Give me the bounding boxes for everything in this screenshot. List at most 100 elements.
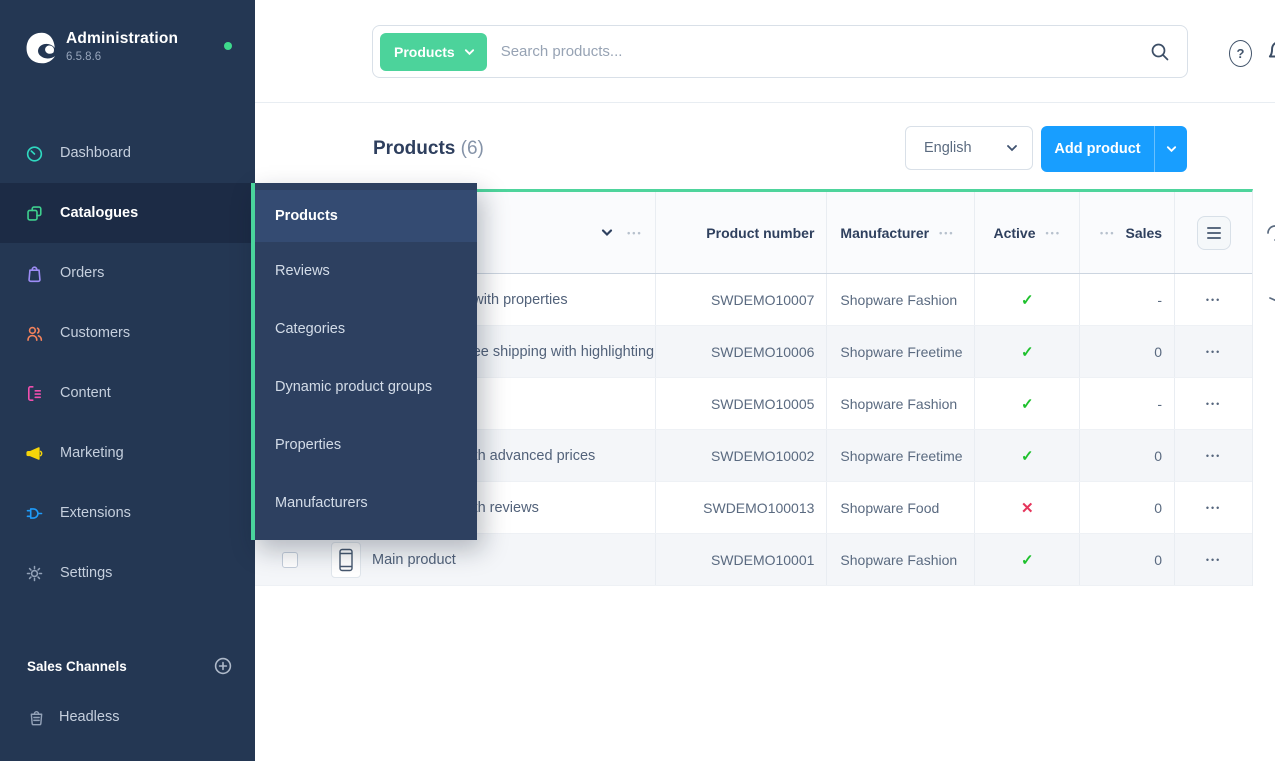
sales-cell: 0	[1079, 482, 1174, 533]
sidebar-item-label: Content	[60, 385, 111, 401]
sidebar-item-label: Customers	[60, 325, 131, 341]
product-number-cell: SWDEMO10007	[654, 274, 827, 325]
extensions-icon	[26, 507, 43, 519]
table-row: Main product SWDEMO10001 Shopware Fashio…	[255, 534, 1252, 586]
flyout-item-manufacturers[interactable]: Manufacturers	[275, 495, 368, 511]
row-context-menu-button[interactable]: •••	[1205, 398, 1222, 409]
sidebar-item-extensions[interactable]: Extensions	[0, 483, 255, 543]
flyout-item-reviews[interactable]: Reviews	[275, 263, 330, 279]
active-status-cell: ✓	[974, 326, 1079, 377]
active-status-cell: ✓	[974, 378, 1079, 429]
add-sales-channel-icon[interactable]	[213, 656, 233, 676]
sales-cell: -	[1079, 378, 1174, 429]
sales-channels-section: Sales Channels	[0, 648, 255, 684]
product-name-link[interactable]: Main product	[372, 551, 456, 568]
column-header-settings	[1174, 192, 1252, 273]
app-version: 6.5.8.6	[66, 51, 102, 63]
sidebar-item-label: Dashboard	[60, 145, 131, 161]
sales-channels-label: Sales Channels	[27, 658, 127, 674]
column-header-name[interactable]: •••	[255, 192, 655, 273]
column-settings-button[interactable]	[1196, 215, 1231, 250]
column-header-active[interactable]: Active •••	[974, 192, 1079, 273]
search-input[interactable]	[486, 43, 1149, 60]
manufacturer-cell: Shopware Food	[826, 482, 974, 533]
chevron-down-icon	[1166, 146, 1176, 153]
active-status-cell: ✓	[974, 534, 1079, 585]
flyout-item-properties[interactable]: Properties	[275, 437, 342, 453]
sidebar-item-label: Orders	[60, 265, 105, 281]
cut-off-icon	[1267, 225, 1275, 241]
sales-cell: 0	[1079, 430, 1174, 481]
search-entity-label: Products	[394, 43, 455, 60]
sidebar-nav: Dashboard Catalogues Orders	[0, 123, 255, 603]
bell-icon	[1268, 42, 1275, 58]
column-options-icon[interactable]: •••	[939, 227, 955, 238]
flyout-item-categories[interactable]: Categories	[275, 321, 346, 337]
sidebar-item-headless[interactable]: Headless	[0, 690, 255, 744]
row-context-menu-button[interactable]: •••	[1205, 346, 1222, 357]
manufacturer-cell: Shopware Freetime	[826, 326, 974, 377]
sidebar-item-label: Catalogues	[60, 205, 139, 221]
sidebar-item-orders[interactable]: Orders	[0, 243, 255, 303]
column-header-sales[interactable]: ••• Sales	[1079, 192, 1174, 273]
sidebar-item-label: Extensions	[60, 505, 131, 521]
sidebar-item-customers[interactable]: Customers	[0, 303, 255, 363]
row-context-menu-button[interactable]: •••	[1205, 294, 1222, 305]
flyout-item-products[interactable]: Products	[255, 190, 477, 242]
global-search-bar: Products	[372, 25, 1188, 78]
notifications-button[interactable]	[1265, 38, 1275, 68]
sidebar-item-content[interactable]: Content	[0, 363, 255, 423]
column-header-manufacturer[interactable]: Manufacturer •••	[826, 192, 974, 273]
language-select-value: English	[924, 140, 972, 156]
row-context-menu-button[interactable]: •••	[1205, 450, 1222, 461]
catalogues-icon	[27, 205, 42, 221]
sidebar-item-marketing[interactable]: Marketing	[0, 423, 255, 483]
product-number-cell: SWDEMO10005	[654, 378, 827, 429]
language-select[interactable]: English	[905, 126, 1033, 170]
sidebar-item-dashboard[interactable]: Dashboard	[0, 123, 255, 183]
app-title: Administration	[66, 30, 179, 47]
channel-label: Headless	[59, 709, 120, 725]
add-product-label: Add product	[1054, 141, 1141, 157]
row-context-menu-button[interactable]: •••	[1205, 502, 1222, 513]
dashboard-icon	[26, 145, 43, 162]
add-product-button[interactable]: Add product	[1041, 126, 1187, 172]
add-product-split-caret[interactable]	[1154, 126, 1187, 172]
column-options-icon[interactable]: •••	[1045, 227, 1061, 238]
flyout-item-dynamic-product-groups[interactable]: Dynamic product groups	[275, 379, 433, 395]
storefront-icon	[30, 710, 43, 725]
marketing-icon	[26, 446, 43, 460]
row-context-menu-button[interactable]: •••	[1205, 554, 1222, 565]
sidebar-item-label: Marketing	[60, 445, 124, 461]
sort-desc-icon	[602, 229, 613, 237]
column-header-product-number[interactable]: Product number	[654, 192, 827, 273]
product-thumbnail	[331, 541, 361, 578]
product-number-cell: SWDEMO100013	[654, 482, 827, 533]
row-checkbox[interactable]	[282, 551, 298, 568]
manufacturer-cell: Shopware Freetime	[826, 430, 974, 481]
shopware-logo-icon	[26, 32, 56, 64]
chevron-down-icon	[464, 48, 474, 55]
product-number-cell: SWDEMO10006	[654, 326, 827, 377]
topbar: Products ?	[255, 0, 1275, 103]
chevron-down-icon	[1007, 145, 1017, 152]
manufacturer-cell: Shopware Fashion	[826, 378, 974, 429]
sidebar-item-catalogues[interactable]: Catalogues	[0, 183, 255, 243]
help-icon[interactable]: ?	[1229, 40, 1252, 67]
active-status-cell: ✕	[974, 482, 1079, 533]
manufacturer-cell: Shopware Fashion	[826, 534, 974, 585]
content-icon	[27, 385, 42, 401]
help-glyph: ?	[1236, 46, 1245, 61]
column-options-icon[interactable]: •••	[1100, 227, 1116, 238]
active-status-cell: ✓	[974, 430, 1079, 481]
search-icon	[1151, 43, 1169, 60]
sidebar-item-settings[interactable]: Settings	[0, 543, 255, 603]
active-status-cell: ✓	[974, 274, 1079, 325]
search-entity-chip[interactable]: Products	[380, 32, 487, 71]
manufacturer-cell: Shopware Fashion	[826, 274, 974, 325]
column-options-icon[interactable]: •••	[627, 227, 643, 238]
sales-cell: -	[1079, 274, 1174, 325]
sales-cell: 0	[1079, 326, 1174, 377]
product-number-cell: SWDEMO10001	[654, 534, 827, 585]
sidebar: Administration 6.5.8.6 Dashboard Catalog…	[0, 0, 255, 761]
